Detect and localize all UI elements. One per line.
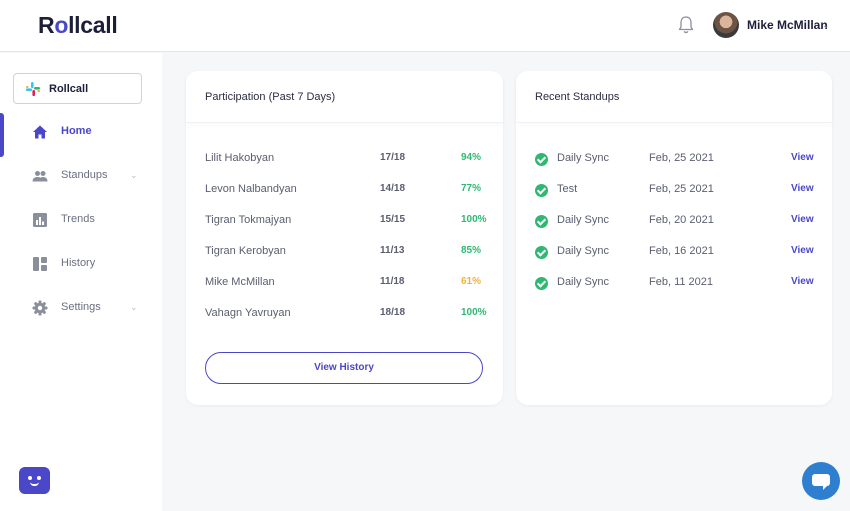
participation-card: Participation (Past 7 Days) Lilit Hakoby… [186, 71, 503, 405]
check-circle-icon [535, 246, 548, 259]
active-indicator [0, 113, 4, 157]
standup-date: Feb, 25 2021 [649, 183, 714, 195]
bot-icon[interactable] [19, 467, 50, 494]
standup-name: Daily Sync [557, 276, 609, 288]
standup-name: Test [557, 183, 578, 195]
participation-percent: 61% [461, 276, 482, 287]
standup-date: Feb, 20 2021 [649, 214, 714, 226]
chevron-down-icon[interactable]: ⌄ [822, 20, 830, 30]
standup-date: Feb, 25 2021 [649, 152, 714, 164]
list-item: Daily Sync Feb, 11 2021 View [516, 276, 832, 296]
sidebar-item-history[interactable]: History [0, 245, 162, 285]
participation-percent: 85% [461, 245, 482, 256]
participant-name: Vahagn Yavruyan [205, 307, 291, 319]
recent-standups-card: Recent Standups Daily Sync Feb, 25 2021 … [516, 71, 832, 405]
bell-icon[interactable] [677, 15, 695, 35]
list-item: Daily Sync Feb, 25 2021 View [516, 152, 832, 172]
sidebar-item-settings[interactable]: Settings ⌄ [0, 289, 162, 329]
view-link[interactable]: View [791, 214, 814, 225]
card-header: Recent Standups [516, 71, 832, 123]
bot-eye [28, 476, 32, 480]
standup-name: Daily Sync [557, 245, 609, 257]
table-row: Levon Nalbandyan 14/18 77% [186, 183, 503, 203]
standup-name: Daily Sync [557, 152, 609, 164]
participant-name: Tigran Kerobyan [205, 245, 286, 257]
card-title: Recent Standups [535, 91, 620, 103]
participant-name: Mike McMillan [205, 276, 275, 288]
slack-icon [26, 82, 40, 96]
app-logo[interactable]: Rollcall [38, 12, 118, 38]
sidebar-item-home[interactable]: Home [0, 113, 162, 157]
participation-count: 17/18 [380, 152, 406, 163]
participation-count: 11/18 [380, 276, 405, 287]
check-circle-icon [535, 153, 548, 166]
card-title: Participation (Past 7 Days) [205, 91, 336, 103]
sidebar-item-label: History [61, 257, 96, 269]
participation-percent: 94% [461, 152, 482, 163]
workspace-label: Rollcall [49, 83, 89, 95]
bot-mouth [30, 482, 39, 486]
user-name[interactable]: Mike McMillan [747, 18, 828, 32]
standup-date: Feb, 11 2021 [649, 276, 714, 288]
participation-percent: 100% [461, 307, 487, 318]
view-history-button[interactable]: View History [205, 352, 483, 384]
sidebar-item-label: Trends [61, 213, 95, 225]
table-row: Lilit Hakobyan 17/18 94% [186, 152, 503, 172]
participant-name: Lilit Hakobyan [205, 152, 275, 164]
sidebar-item-label: Standups [61, 169, 108, 181]
workspace-button[interactable]: Rollcall [13, 73, 142, 104]
chevron-down-icon: ⌄ [130, 170, 138, 180]
list-item: Test Feb, 25 2021 View [516, 183, 832, 203]
chat-bubble-icon [812, 474, 830, 486]
table-row: Mike McMillan 11/18 61% [186, 276, 503, 296]
home-icon [33, 125, 47, 139]
chat-bubble-tail [823, 485, 828, 490]
participation-count: 14/18 [380, 183, 406, 194]
view-link[interactable]: View [791, 183, 814, 194]
sidebar-item-label: Home [61, 125, 92, 137]
standup-name: Daily Sync [557, 214, 609, 226]
view-link[interactable]: View [791, 245, 814, 256]
standup-date: Feb, 16 2021 [649, 245, 714, 257]
top-bar: Rollcall Mike McMillan ⌄ [0, 0, 850, 52]
participant-name: Levon Nalbandyan [205, 183, 297, 195]
sidebar-item-label: Settings [61, 301, 101, 313]
participation-count: 11/13 [380, 245, 405, 256]
participation-percent: 77% [461, 183, 482, 194]
chevron-down-icon: ⌄ [130, 302, 138, 312]
participation-count: 18/18 [380, 307, 406, 318]
chat-button[interactable] [802, 462, 840, 500]
participation-percent: 100% [461, 214, 487, 225]
avatar[interactable] [713, 12, 739, 38]
bot-eye [37, 476, 41, 480]
check-circle-icon [535, 215, 548, 228]
chart-icon [33, 213, 47, 227]
participant-name: Tigran Tokmajyan [205, 214, 292, 226]
check-circle-icon [535, 184, 548, 197]
sidebar-item-trends[interactable]: Trends [0, 201, 162, 241]
participation-count: 15/15 [380, 214, 406, 225]
view-link[interactable]: View [791, 276, 814, 287]
table-row: Vahagn Yavruyan 18/18 100% [186, 307, 503, 327]
users-icon [32, 171, 48, 182]
sidebar-item-standups[interactable]: Standups ⌄ [0, 157, 162, 197]
grid-icon [33, 257, 47, 271]
list-item: Daily Sync Feb, 16 2021 View [516, 245, 832, 265]
card-header: Participation (Past 7 Days) [186, 71, 503, 123]
list-item: Daily Sync Feb, 20 2021 View [516, 214, 832, 234]
sidebar: Rollcall Home Standups ⌄ Trends [0, 53, 162, 511]
view-link[interactable]: View [791, 152, 814, 163]
check-circle-icon [535, 277, 548, 290]
table-row: Tigran Kerobyan 11/13 85% [186, 245, 503, 265]
gear-icon [32, 300, 48, 316]
table-row: Tigran Tokmajyan 15/15 100% [186, 214, 503, 234]
